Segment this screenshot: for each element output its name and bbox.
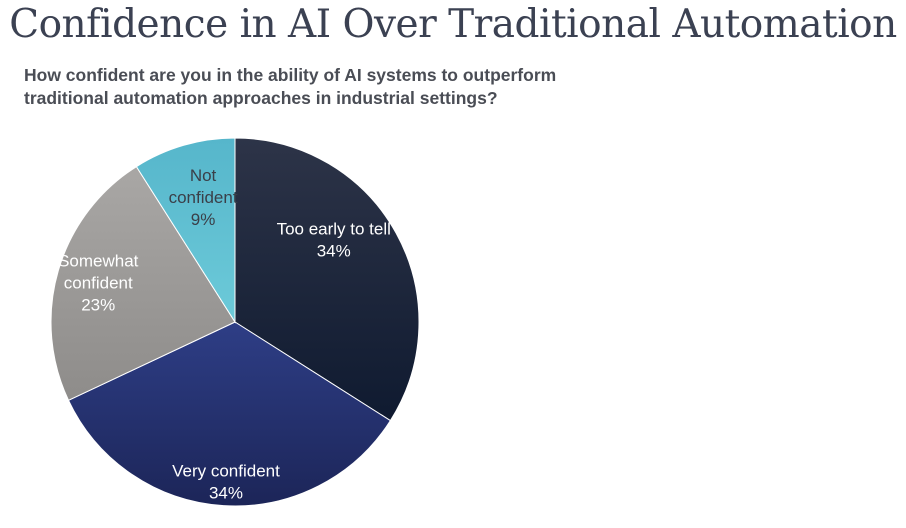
slice-category-label: Not bbox=[190, 166, 217, 185]
slice-category-label: confident bbox=[169, 188, 238, 207]
subtitle-line-1: How confident are you in the ability of … bbox=[24, 65, 557, 85]
chart-title: Confidence in AI Over Traditional Automa… bbox=[9, 2, 897, 47]
pie-slice bbox=[67, 321, 392, 507]
slice-value-label: 9% bbox=[191, 210, 216, 229]
pie-slice bbox=[50, 165, 236, 402]
pie-slice bbox=[234, 137, 420, 422]
slice-value-label: 34% bbox=[209, 484, 243, 503]
slice-category-label: Too early to tell bbox=[277, 219, 391, 238]
subtitle-line-2: traditional automation approaches in ind… bbox=[24, 88, 498, 108]
slice-category-label: Somewhat bbox=[58, 251, 139, 270]
slice-value-label: 23% bbox=[81, 295, 115, 314]
slice-category-label: Very confident bbox=[172, 462, 280, 481]
slice-value-label: 34% bbox=[317, 241, 351, 260]
slice-category-label: confident bbox=[64, 273, 133, 292]
chart-subtitle: How confident are you in the ability of … bbox=[24, 64, 644, 110]
pie-slice bbox=[135, 137, 236, 324]
